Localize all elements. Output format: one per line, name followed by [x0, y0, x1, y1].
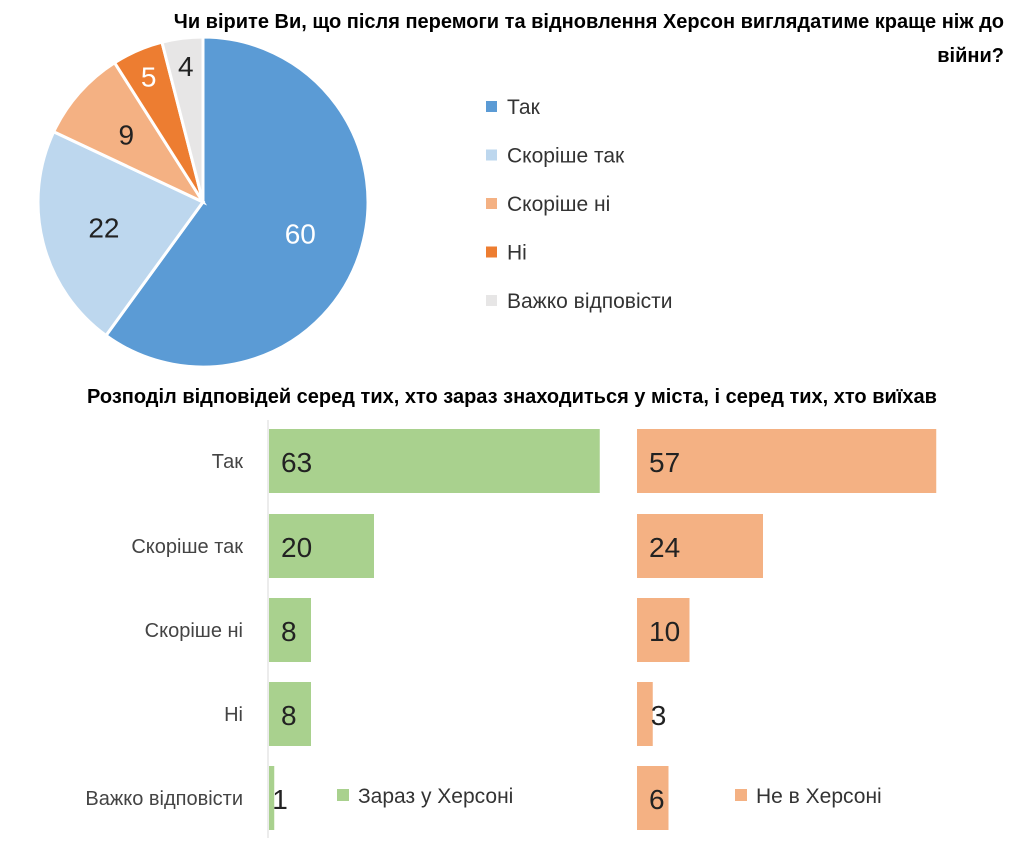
- bar-title: Розподіл відповідей серед тих, хто зараз…: [87, 386, 937, 408]
- legend-label: Скоріше так: [507, 145, 625, 168]
- category-label: Скоріше так: [131, 536, 243, 558]
- pie-slice-4: [160, 35, 205, 203]
- bar-legend-swatch: [337, 789, 349, 801]
- bar-data-label: 63: [281, 447, 312, 478]
- bar-data-label: 6: [649, 784, 665, 815]
- category-label: Ні: [224, 704, 243, 726]
- pie-data-label: 4: [178, 51, 194, 82]
- bar-data-label: 10: [649, 616, 680, 647]
- bar-0-1: [269, 514, 374, 578]
- pie-slice-0: [103, 35, 370, 369]
- bar-data-label: 3: [651, 700, 667, 731]
- bar-1-0: [637, 429, 937, 493]
- legend-swatch: [486, 295, 497, 306]
- legend-label: Скоріше ні: [507, 193, 610, 216]
- bar-data-label: 24: [649, 532, 680, 563]
- bar-1-2: [637, 598, 690, 662]
- pie-data-label: 5: [141, 61, 157, 92]
- bar-legend-label: Зараз у Херсоні: [358, 785, 513, 808]
- legend-label: Важко відповісти: [507, 290, 672, 313]
- bar-data-label: 8: [281, 700, 297, 731]
- legend-label: Так: [507, 96, 541, 119]
- pie-title-line-1: Чи вірите Ви, що після перемоги та відно…: [174, 11, 1004, 33]
- category-label: Важко відповісти: [85, 788, 243, 810]
- bar-1-4: [637, 766, 669, 830]
- bar-data-label: 20: [281, 532, 312, 563]
- category-label: Так: [212, 451, 243, 473]
- category-label: Скоріше ні: [145, 620, 243, 642]
- bar-0-0: [269, 429, 600, 493]
- pie-slice-2: [51, 60, 208, 206]
- bar-0-3: [269, 682, 311, 746]
- bar-legend-swatch: [735, 789, 747, 801]
- bar-legend-label: Не в Херсоні: [756, 785, 882, 808]
- pie-title-line-2: війни?: [937, 45, 1004, 67]
- legend-swatch: [486, 101, 497, 112]
- pie-legend: Так Скоріше так Скоріше ні Ні Важко відповіс…: [486, 96, 672, 313]
- bar-1-1: [637, 514, 763, 578]
- bar-data-label: 1: [272, 784, 288, 815]
- legend-swatch: [486, 198, 497, 209]
- bar-1-3: [637, 682, 653, 746]
- pie-data-label: 9: [118, 119, 134, 150]
- legend-swatch: [486, 149, 497, 161]
- pie-data-label: 22: [88, 212, 119, 243]
- pie-data-label: 60: [285, 219, 316, 250]
- bar-data-label: 57: [649, 447, 680, 478]
- legend-swatch: [486, 246, 497, 258]
- bar-chart: Так Скоріше так Скоріше ні Ні Важко відповіс…: [85, 429, 937, 830]
- bar-data-label: 8: [281, 616, 297, 647]
- bar-0-2: [269, 598, 311, 662]
- legend-label: Ні: [507, 242, 527, 265]
- pie-chart: 60 22 95 4: [36, 35, 370, 369]
- bar-0-4: [269, 766, 275, 830]
